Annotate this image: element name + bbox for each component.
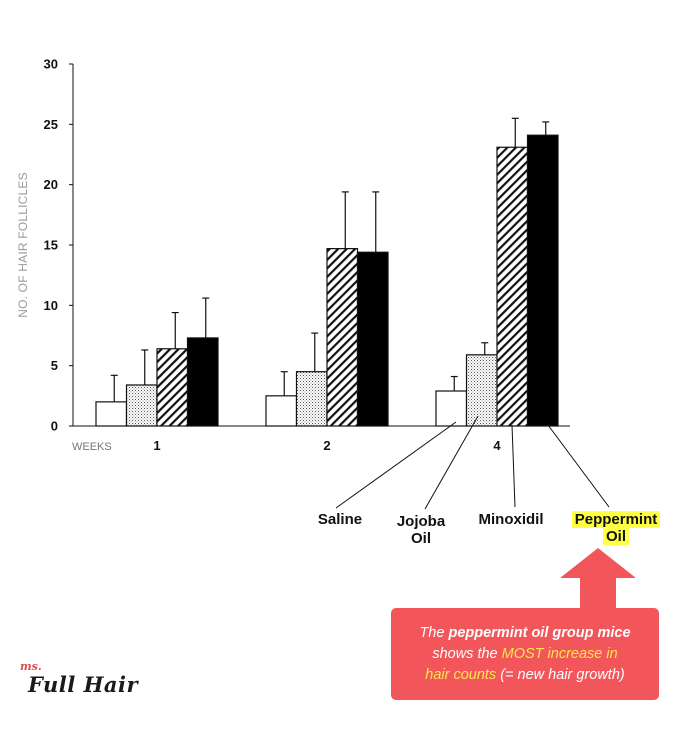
y-axis-title: NO. OF HAIR FOLLICLES <box>16 172 30 318</box>
bar <box>265 395 298 427</box>
bar <box>465 354 498 427</box>
y-tick-label: 5 <box>51 358 58 373</box>
label-jojoba-line2: Oil <box>410 530 431 547</box>
bar <box>326 248 359 427</box>
y-tick-label: 20 <box>44 177 58 192</box>
y-tick-label: 0 <box>51 419 58 434</box>
bar <box>125 384 158 427</box>
callout-line-3: hair counts (= new hair growth) <box>425 666 625 683</box>
bar <box>95 401 128 427</box>
pointer-line <box>511 424 516 508</box>
label-saline: Saline <box>317 511 363 528</box>
label-peppermint-line2: Oil <box>563 528 669 545</box>
y-tick-label: 25 <box>44 117 58 132</box>
label-peppermint-line1: Peppermint <box>563 511 669 528</box>
logo-small-text: ms. <box>20 660 42 673</box>
label-jojoba-line1: Jojoba <box>396 513 446 530</box>
y-tick-label: 10 <box>44 298 58 313</box>
callout-line-1: The peppermint oil group mice <box>419 624 631 641</box>
x-tick-label: 2 <box>323 438 330 453</box>
callout-box: The peppermint oil group mice shows the … <box>391 608 659 700</box>
bar <box>156 348 189 427</box>
pointer-line <box>547 424 610 508</box>
logo-main-text: Full Hair <box>28 672 139 697</box>
bar <box>186 337 219 427</box>
pointer-line <box>424 415 479 510</box>
bar <box>526 134 559 427</box>
y-tick-label: 30 <box>44 57 58 72</box>
y-tick-label: 15 <box>44 238 58 253</box>
x-axis-title: WEEKS <box>72 441 112 453</box>
pointer-line <box>335 421 457 509</box>
x-tick-label: 1 <box>153 438 160 453</box>
bar <box>496 146 529 427</box>
callout-line-2: shows the MOST increase in <box>432 645 618 662</box>
bar <box>356 251 389 427</box>
x-tick-label: 4 <box>493 438 501 453</box>
label-minoxidil: Minoxidil <box>478 511 544 528</box>
